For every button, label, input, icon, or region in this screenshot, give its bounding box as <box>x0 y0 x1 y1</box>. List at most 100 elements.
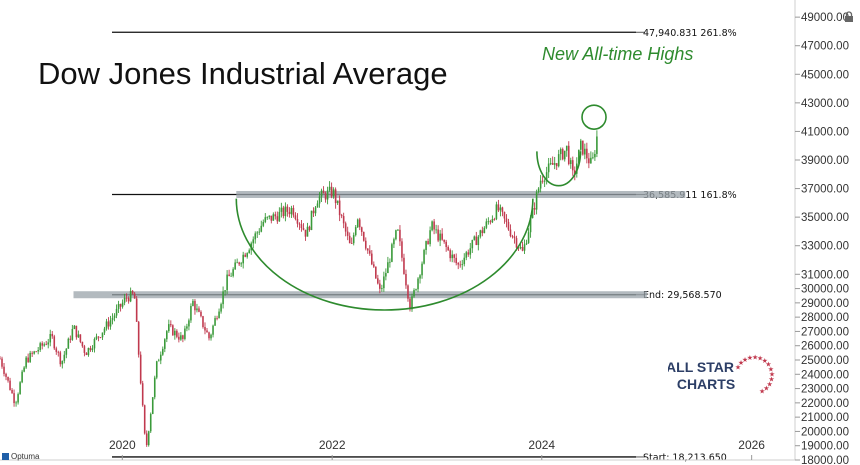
candle-body <box>192 300 194 306</box>
candle-body <box>377 278 379 284</box>
candle-body <box>443 239 445 242</box>
candle-body <box>71 328 74 340</box>
y-tick-label: 18000.00 <box>801 455 849 465</box>
candle-body <box>401 241 403 258</box>
candle-body <box>549 163 552 164</box>
candle-body <box>186 326 188 329</box>
candle-body <box>97 336 100 338</box>
candle-body <box>320 190 323 197</box>
candle <box>318 192 321 208</box>
candle <box>220 302 222 314</box>
candle-body <box>15 402 17 404</box>
price-axis[interactable]: 18000.00 19000.00 20000.00 21000.00 22000.00… <box>795 12 849 465</box>
candle <box>178 332 180 343</box>
logo-star: ★ <box>768 376 774 384</box>
candle-body <box>358 219 361 228</box>
candle <box>437 225 439 243</box>
candle <box>43 342 46 347</box>
candle-body <box>541 180 544 182</box>
candle-body <box>246 253 248 257</box>
candle-body <box>61 360 64 365</box>
candle-body <box>3 366 5 374</box>
candle <box>172 324 174 336</box>
candle-body <box>63 354 66 361</box>
candle-body <box>101 332 104 338</box>
candle <box>389 258 391 268</box>
candle-body <box>565 145 568 151</box>
candle-body <box>344 223 347 232</box>
candle <box>39 341 41 352</box>
candle <box>188 318 190 331</box>
time-axis[interactable]: 2020 2022 2024 2026 <box>0 438 795 461</box>
candle <box>310 210 313 231</box>
candle <box>407 284 409 302</box>
candle-body <box>383 276 385 289</box>
candle <box>246 252 248 259</box>
candle <box>202 315 204 329</box>
candle <box>505 214 508 228</box>
candle <box>481 226 484 237</box>
candle-body <box>109 320 112 327</box>
candle-body <box>161 348 164 355</box>
candle-body <box>210 334 212 339</box>
candle-body <box>172 325 174 336</box>
candle-body <box>230 275 232 277</box>
candle-body <box>407 285 409 299</box>
candle <box>366 248 369 254</box>
base-arcs <box>235 104 607 311</box>
candle-body <box>274 214 277 217</box>
candle <box>111 313 114 325</box>
candle <box>119 303 122 312</box>
candle-body <box>375 266 377 279</box>
candle-body <box>457 263 460 265</box>
candle-body <box>39 343 41 351</box>
candle <box>487 217 490 225</box>
candle <box>451 250 453 263</box>
candle-body <box>521 247 524 251</box>
candle <box>234 259 236 270</box>
candle-body <box>147 431 150 446</box>
candle-body <box>19 382 21 395</box>
candle-body <box>294 215 297 219</box>
candle-body <box>368 250 371 254</box>
candle-body <box>561 149 564 160</box>
candle <box>121 299 124 309</box>
candle-body <box>198 308 200 312</box>
candle-body <box>453 254 456 258</box>
candle-body <box>557 154 560 167</box>
x-tick-label: 2022 <box>319 438 346 452</box>
logo-star: ★ <box>765 361 771 369</box>
candle-body <box>111 317 114 321</box>
candle-body <box>85 352 88 356</box>
candle-body <box>200 311 202 317</box>
candle-body <box>65 348 68 355</box>
candle <box>163 338 166 353</box>
candle-body <box>121 302 124 307</box>
candle-body <box>513 236 516 239</box>
candle-body <box>51 333 54 337</box>
candle <box>232 267 234 278</box>
candle <box>266 216 269 220</box>
candle-body <box>238 262 240 265</box>
candle-body <box>57 351 60 353</box>
candle <box>276 211 279 224</box>
candle-body <box>135 298 138 322</box>
candle-body <box>348 235 351 244</box>
candle-body <box>264 217 267 222</box>
candle <box>348 232 351 244</box>
candle-body <box>445 241 447 247</box>
candle-body <box>519 247 522 249</box>
candle <box>326 186 329 205</box>
candle-body <box>41 343 44 346</box>
candle <box>168 319 170 333</box>
candle <box>302 223 305 231</box>
candle <box>55 346 58 355</box>
candle-body <box>481 230 484 234</box>
candle-body <box>569 160 572 164</box>
candle-body <box>334 189 337 204</box>
candle <box>493 217 496 221</box>
lock-icon[interactable] <box>845 11 853 22</box>
candle <box>364 237 367 251</box>
candle <box>186 323 188 332</box>
candle <box>397 229 399 231</box>
